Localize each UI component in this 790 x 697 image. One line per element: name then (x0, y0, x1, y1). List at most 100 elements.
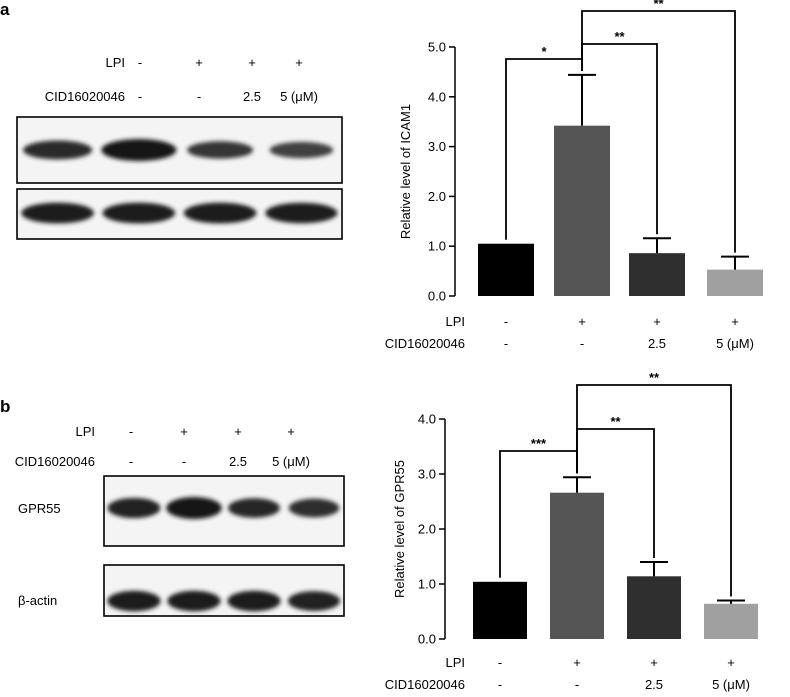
condition-value: - (575, 677, 579, 692)
bar-chart: 0.0 1.0 2.0 3.0 4.0 5.0 Relative level of ICAM… (385, 0, 763, 351)
blot-lane-value: - (129, 424, 133, 439)
bar (473, 581, 527, 639)
bar (627, 576, 681, 639)
condition-value: 2.5 (648, 336, 666, 351)
condition-value: + (573, 655, 581, 670)
condition-value: - (504, 314, 508, 329)
condition-value: - (498, 677, 502, 692)
blot-band (227, 590, 281, 612)
y-axis-label: Relative level of ICAM1 (398, 104, 413, 239)
blot-lane-value: + (195, 55, 203, 70)
condition-label: LPI (445, 655, 465, 670)
blot-lane-value: + (295, 55, 303, 70)
blot-band (102, 202, 176, 224)
y-tick-label: 4.0 (418, 412, 436, 427)
blot-lane-value: 2.5 (229, 454, 247, 469)
blot-row-label: LPI (75, 424, 95, 439)
blot-band (21, 202, 94, 224)
bar (704, 603, 758, 639)
blot-band (23, 140, 93, 160)
y-tick-label: 2.0 (428, 189, 446, 204)
blot-lane-value: + (287, 424, 295, 439)
blot-box: GPR55 (18, 475, 345, 547)
significance-label: ** (610, 414, 621, 429)
condition-value: + (731, 314, 739, 329)
panel-letter: a (0, 0, 10, 19)
blot-row-label: CID16020046 (15, 454, 95, 469)
significance-bracket (581, 10, 736, 253)
blot-band-label: β-actin (18, 593, 57, 608)
significance-label: ** (653, 0, 664, 11)
y-tick-label: 3.0 (428, 139, 446, 154)
blot-lane-value: 5 (μM) (280, 89, 318, 104)
panel-letter: b (0, 397, 10, 416)
significance-label: *** (531, 436, 547, 451)
blot-lane-value: - (129, 454, 133, 469)
bar (554, 125, 610, 297)
blot-band (287, 591, 341, 611)
bar (707, 269, 763, 296)
blot-lane-value: - (138, 55, 142, 70)
condition-value: 5 (μM) (712, 677, 750, 692)
blot-band (107, 497, 161, 519)
condition-label: CID16020046 (385, 336, 465, 351)
blot-lane-value: + (234, 424, 242, 439)
blot-lane-value: - (138, 89, 142, 104)
condition-value: + (727, 655, 735, 670)
bar (550, 492, 604, 639)
blot-lane-value: + (180, 424, 188, 439)
y-tick-label: 5.0 (428, 40, 446, 55)
condition-value: + (653, 314, 661, 329)
blot-band (228, 498, 280, 518)
y-axis-label: Relative level of GPR55 (392, 460, 407, 598)
blot-row-label: LPI (105, 55, 125, 70)
bar (478, 243, 534, 296)
blot-band (187, 141, 254, 159)
significance-bracket (576, 384, 732, 597)
significance-label: ** (614, 29, 625, 44)
significance-label: ** (649, 370, 660, 385)
y-tick-label: 0.0 (418, 632, 436, 647)
y-tick-label: 1.0 (418, 577, 436, 592)
blot-band (166, 497, 222, 519)
blot-band (107, 590, 161, 612)
blot-band (288, 498, 340, 518)
western-blot: LPI-+++CID16020046--2.55 (μM)ICAM1β-acti… (16, 55, 343, 240)
blot-band (183, 202, 257, 224)
condition-value: + (650, 655, 658, 670)
blot-band (167, 590, 221, 612)
condition-label: CID16020046 (385, 677, 465, 692)
blot-band-label: GPR55 (18, 501, 61, 516)
condition-label: LPI (445, 314, 465, 329)
blot-band (101, 139, 177, 161)
bar-chart: 0.0 1.0 2.0 3.0 4.0 Relative level of GPR55 **… (385, 370, 758, 692)
significance-label: * (541, 44, 547, 59)
condition-value: - (498, 655, 502, 670)
blot-box: ICAM1 (16, 116, 343, 184)
blot-lane-value: + (248, 55, 256, 70)
y-tick-label: 3.0 (418, 467, 436, 482)
blot-lane-value: - (197, 89, 201, 104)
condition-value: - (504, 336, 508, 351)
blot-box: β-actin (18, 564, 345, 617)
blot-band (269, 141, 334, 159)
blot-band (265, 202, 338, 224)
western-blot: LPI - + + + CID16020046 - - 2.5 5 (μM) GPR55 β-acti… (15, 424, 345, 617)
blot-lane-value: - (182, 454, 186, 469)
condition-value: - (580, 336, 584, 351)
blot-lane-value: 5 (μM) (272, 454, 310, 469)
y-tick-label: 1.0 (428, 239, 446, 254)
y-tick-label: 4.0 (428, 89, 446, 104)
blot-row-label: CID16020046 (45, 89, 125, 104)
condition-value: + (578, 314, 586, 329)
y-tick-label: 2.0 (418, 522, 436, 537)
condition-value: 2.5 (645, 677, 663, 692)
blot-lane-value: 2.5 (243, 89, 261, 104)
y-tick-label: 0.0 (428, 289, 446, 304)
blot-box: β-actin (16, 188, 343, 240)
bar (629, 253, 685, 296)
panel-b: b LPI - + + + CID16020046 - - 2.5 5 (μM) GPR55 β-act… (0, 370, 758, 692)
condition-value: 5 (μM) (716, 336, 754, 351)
